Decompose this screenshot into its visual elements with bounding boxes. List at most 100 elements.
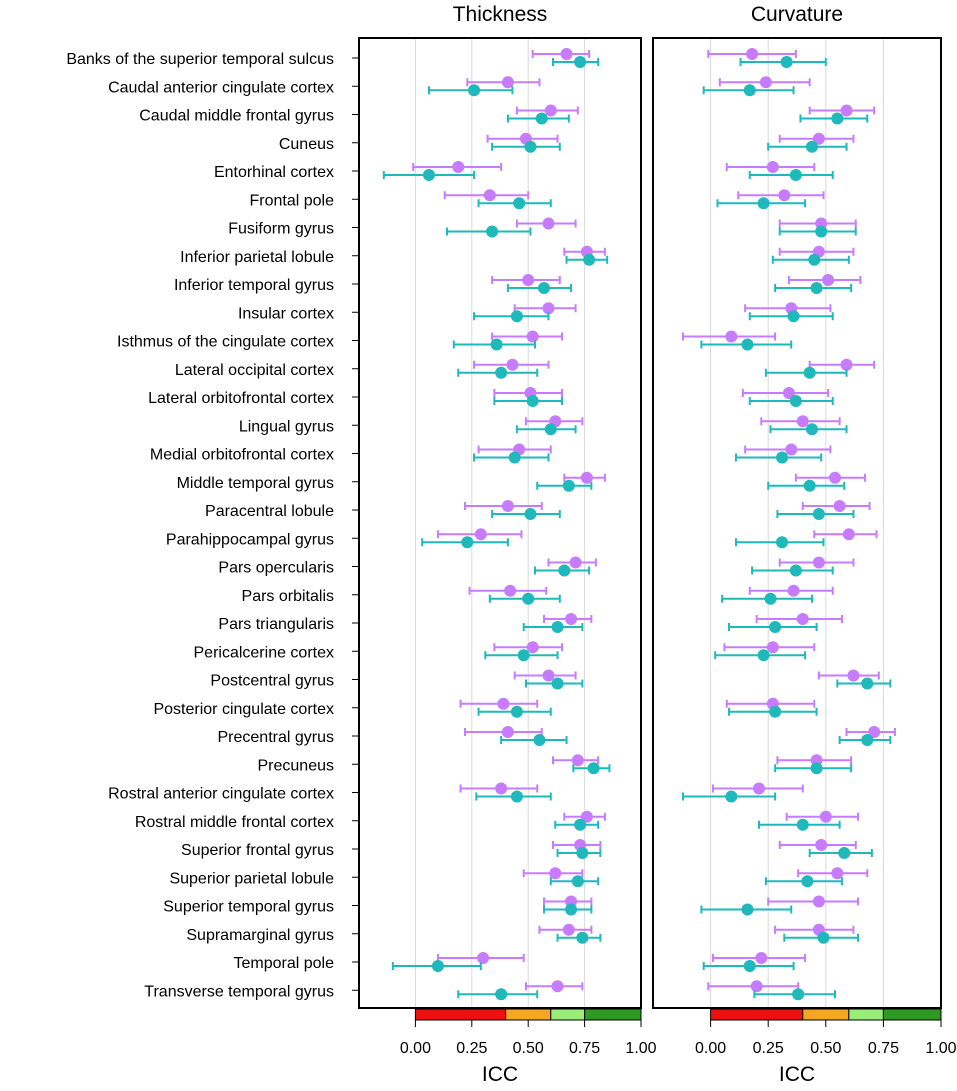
curvature-purple-row-13-point xyxy=(796,415,809,428)
thickness-teal-row-27-point xyxy=(574,818,587,831)
thickness-teal-row-13-point xyxy=(544,423,557,436)
thickness-purple-row-6-point xyxy=(542,217,555,230)
curvature-teal-row-7-point xyxy=(808,253,821,266)
thickness-purple-row-20-point xyxy=(565,613,578,625)
region-label-1: Caudal anterior cingulate cortex xyxy=(108,79,334,96)
curvature-purple-row-15-point xyxy=(829,471,842,484)
thickness-teal-row-20-point xyxy=(551,621,564,633)
thickness-purple-row-23-point xyxy=(497,697,510,710)
thickness-purple-row-32-point xyxy=(477,952,490,964)
curvature-purple-row-1-point xyxy=(759,76,772,89)
thickness-purple-row-11-point xyxy=(506,358,519,371)
curvature-reliability-band-0 xyxy=(710,1008,804,1021)
thickness-teal-row-0-point xyxy=(574,56,587,68)
region-label-22: Postcentral gyrus xyxy=(210,673,334,690)
curvature-teal-row-20-point xyxy=(769,621,782,633)
curvature-purple-row-20-point xyxy=(796,613,809,625)
thickness-reliability-band-1 xyxy=(505,1008,552,1021)
thickness-teal-row-25-point xyxy=(587,762,600,775)
region-label-18: Pars opercularis xyxy=(218,560,334,577)
thickness-purple-row-2-point xyxy=(544,104,557,117)
curvature-teal-row-8-point xyxy=(810,282,823,294)
curvature-purple-row-4-point xyxy=(766,161,779,173)
region-label-7: Inferior parietal lobule xyxy=(180,249,334,266)
curvature-purple-row-14-point xyxy=(785,443,798,456)
curvature-purple-row-22-point xyxy=(847,669,860,682)
curvature-teal-row-4-point xyxy=(789,169,802,181)
thickness-teal-row-8-point xyxy=(537,282,550,294)
curvature-purple-row-28-point xyxy=(815,839,828,851)
region-label-12: Lateral orbitofrontal cortex xyxy=(148,390,334,407)
curvature-teal-row-12-point xyxy=(789,395,802,407)
curvature-purple-row-3-point xyxy=(812,132,825,145)
curvature-x-axis-label: ICC xyxy=(779,1063,815,1086)
curvature-teal-row-28-point xyxy=(838,847,851,859)
thickness-teal-row-6-point xyxy=(486,225,499,238)
curvature-purple-row-5-point xyxy=(778,189,791,202)
curvature-teal-row-21-point xyxy=(757,649,770,662)
thickness-teal-row-7-point xyxy=(583,253,596,266)
thickness-teal-row-15-point xyxy=(562,479,575,492)
curvature-teal-row-19-point xyxy=(764,592,777,605)
curvature-purple-row-11-point xyxy=(840,358,853,371)
thickness-purple-row-0-point xyxy=(560,48,573,60)
curvature-purple-row-2-point xyxy=(840,104,853,117)
thickness-teal-row-11-point xyxy=(495,366,508,379)
region-label-28: Superior frontal gyrus xyxy=(181,842,334,859)
thickness-purple-row-22-point xyxy=(542,669,555,682)
thickness-teal-row-32-point xyxy=(431,960,444,972)
curvature-purple-row-17-point xyxy=(842,528,855,541)
curvature-purple-row-33-point xyxy=(750,980,763,993)
curvature-teal-row-25-point xyxy=(810,762,823,775)
region-label-8: Inferior temporal gyrus xyxy=(174,277,334,294)
thickness-tick-label-4: 1.00 xyxy=(625,1040,656,1057)
curvature-teal-row-5-point xyxy=(757,197,770,210)
curvature-teal-row-1-point xyxy=(743,84,756,97)
region-label-29: Superior parietal lobule xyxy=(169,870,334,887)
thickness-purple-row-8-point xyxy=(522,274,535,286)
curvature-teal-row-26-point xyxy=(725,790,738,803)
curvature-purple-row-8-point xyxy=(822,274,835,286)
region-label-16: Paracentral lobule xyxy=(205,503,334,520)
curvature-teal-row-31-point xyxy=(817,931,830,944)
curvature-teal-row-0-point xyxy=(780,56,793,68)
curvature-tick-label-2: 0.50 xyxy=(810,1040,841,1057)
region-label-33: Transverse temporal gyrus xyxy=(144,983,334,1000)
region-label-9: Insular cortex xyxy=(238,305,334,322)
thickness-purple-row-15-point xyxy=(580,471,593,484)
region-label-3: Cuneus xyxy=(279,136,334,153)
thickness-teal-row-4-point xyxy=(422,169,435,181)
thickness-purple-row-9-point xyxy=(542,302,555,315)
thickness-teal-row-23-point xyxy=(510,705,523,718)
thickness-teal-row-21-point xyxy=(517,649,530,662)
region-label-14: Medial orbitofrontal cortex xyxy=(150,447,334,464)
thickness-teal-row-31-point xyxy=(576,931,589,944)
thickness-teal-row-24-point xyxy=(533,734,546,746)
thickness-teal-row-3-point xyxy=(524,140,537,153)
curvature-teal-row-15-point xyxy=(803,479,816,492)
curvature-purple-row-21-point xyxy=(766,641,779,654)
region-label-31: Supramarginal gyrus xyxy=(186,927,334,944)
thickness-purple-row-29-point xyxy=(549,867,562,880)
thickness-teal-row-28-point xyxy=(576,847,589,859)
thickness-panel-frame xyxy=(358,37,642,1009)
thickness-teal-row-14-point xyxy=(508,451,521,464)
curvature-purple-row-16-point xyxy=(833,500,846,512)
thickness-purple-row-18-point xyxy=(569,556,582,569)
curvature-purple-row-19-point xyxy=(787,584,800,597)
thickness-teal-row-2-point xyxy=(535,112,548,125)
thickness-teal-row-29-point xyxy=(571,875,584,888)
curvature-reliability-band-1 xyxy=(802,1008,850,1021)
curvature-teal-row-6-point xyxy=(815,225,828,238)
curvature-teal-row-22-point xyxy=(861,677,874,690)
curvature-teal-row-32-point xyxy=(743,960,756,972)
region-label-24: Precentral gyrus xyxy=(218,729,335,746)
region-label-15: Middle temporal gyrus xyxy=(177,475,334,492)
thickness-purple-row-33-point xyxy=(551,980,564,993)
thickness-tick-label-1: 0.25 xyxy=(456,1040,487,1057)
curvature-teal-row-24-point xyxy=(861,734,874,746)
region-label-30: Superior temporal gyrus xyxy=(163,899,334,916)
thickness-tick-label-0: 0.00 xyxy=(400,1040,431,1057)
